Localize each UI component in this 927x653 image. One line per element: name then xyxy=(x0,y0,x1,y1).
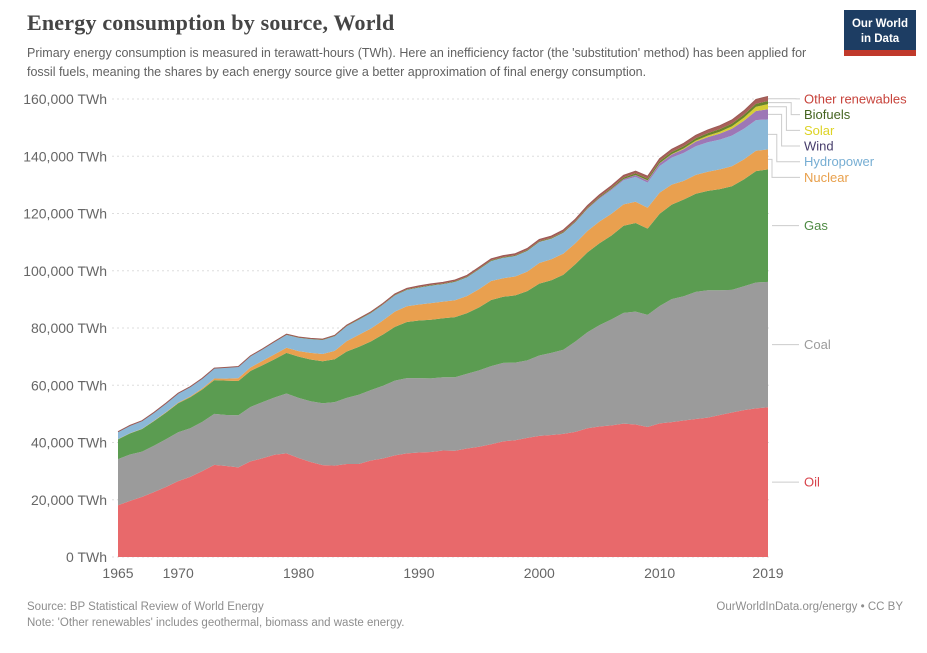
legend-label-gas[interactable]: Gas xyxy=(804,218,828,233)
legend-label-other-renewables[interactable]: Other renewables xyxy=(804,91,907,106)
source-line: Source: BP Statistical Review of World E… xyxy=(27,601,264,613)
y-tick-label: 140,000 TWh xyxy=(23,148,107,164)
y-tick-label: 160,000 TWh xyxy=(23,91,107,107)
note-line: Note: 'Other renewables' includes geothe… xyxy=(27,617,405,629)
legend-connector xyxy=(768,133,800,163)
legend-label-hydropower[interactable]: Hydropower xyxy=(804,154,875,169)
legend-label-nuclear[interactable]: Nuclear xyxy=(804,170,849,185)
y-tick-label: 120,000 TWh xyxy=(23,206,107,222)
y-tick-label: 0 TWh xyxy=(66,549,107,565)
y-tick-label: 20,000 TWh xyxy=(31,492,107,508)
chart-footer: Source: BP Statistical Review of World E… xyxy=(27,601,903,629)
x-tick-label: 2000 xyxy=(524,565,555,581)
area-coal[interactable] xyxy=(118,281,768,506)
x-tick-label: 1980 xyxy=(283,565,314,581)
y-tick-label: 60,000 TWh xyxy=(31,377,107,393)
y-tick-label: 100,000 TWh xyxy=(23,263,107,279)
legend-connector xyxy=(768,113,800,147)
legend-label-coal[interactable]: Coal xyxy=(804,337,831,352)
credit-line[interactable]: OurWorldInData.org/energy • CC BY xyxy=(716,601,903,613)
area-nuclear[interactable] xyxy=(118,149,768,440)
legend-label-wind[interactable]: Wind xyxy=(804,139,834,154)
chart-subtitle: Primary energy consumption is measured i… xyxy=(27,46,807,79)
legend-connector xyxy=(768,106,800,131)
area-wind[interactable] xyxy=(118,109,768,432)
chart-header: Energy consumption by source, World Prim… xyxy=(27,10,837,82)
area-oil[interactable] xyxy=(118,407,768,557)
page-title: Energy consumption by source, World xyxy=(27,10,395,35)
x-tick-label: 2019 xyxy=(752,565,783,581)
y-tick-label: 40,000 TWh xyxy=(31,435,107,451)
x-tick-label: 1970 xyxy=(163,565,194,581)
area-hydropower[interactable] xyxy=(118,119,768,440)
logo-stripe xyxy=(844,50,916,56)
x-tick-label: 1965 xyxy=(102,565,133,581)
logo-line-1: Our World xyxy=(851,18,908,30)
x-tick-label: 1990 xyxy=(403,565,434,581)
legend-connector xyxy=(768,158,800,178)
stack-top-line xyxy=(117,95,769,433)
legend-connector xyxy=(768,102,800,116)
legend-label-oil[interactable]: Oil xyxy=(804,475,820,490)
logo-line-2: in Data xyxy=(860,32,900,45)
area-gas[interactable] xyxy=(118,169,768,460)
legend-label-biofuels[interactable]: Biofuels xyxy=(804,107,851,122)
y-tick-label: 80,000 TWh xyxy=(31,320,107,336)
owid-logo[interactable]: Our World in Data xyxy=(844,10,916,56)
legend-label-solar[interactable]: Solar xyxy=(804,123,835,138)
x-tick-label: 2010 xyxy=(644,565,675,581)
